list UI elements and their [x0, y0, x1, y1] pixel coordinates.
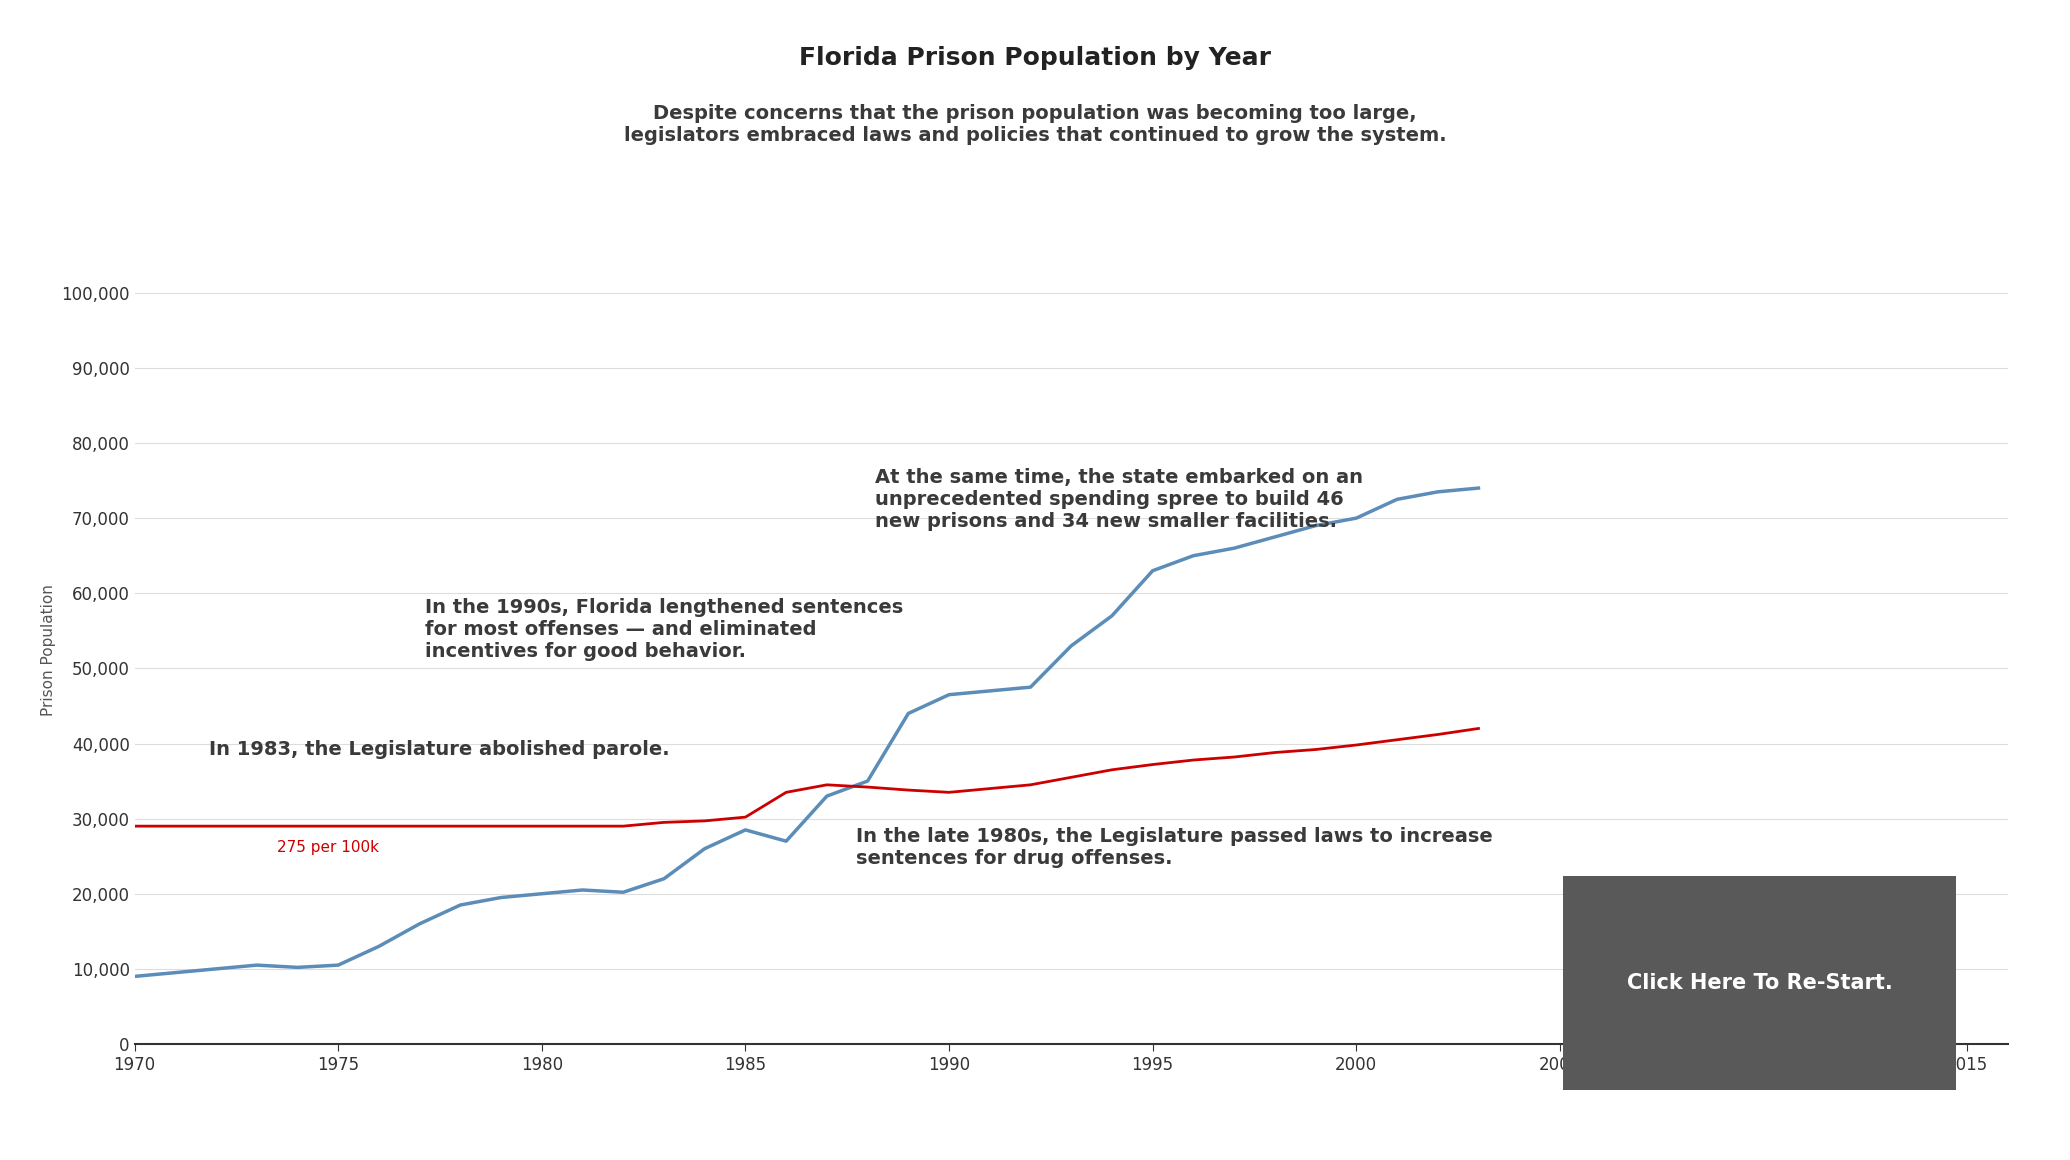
- Text: At the same time, the state embarked on an
unprecedented spending spree to build: At the same time, the state embarked on …: [874, 469, 1362, 531]
- Text: 275 per 100k: 275 per 100k: [277, 840, 379, 855]
- Text: In 1983, the Legislature abolished parole.: In 1983, the Legislature abolished parol…: [209, 740, 671, 760]
- Text: In the late 1980s, the Legislature passed laws to increase
sentences for drug of: In the late 1980s, the Legislature passe…: [855, 827, 1492, 868]
- Text: Click Here To Re-Start.: Click Here To Re-Start.: [1627, 973, 1892, 993]
- Text: Florida Prison Population by Year: Florida Prison Population by Year: [799, 46, 1271, 71]
- Text: Despite concerns that the prison population was becoming too large,
legislators : Despite concerns that the prison populat…: [623, 104, 1447, 145]
- Y-axis label: Prison Population: Prison Population: [41, 583, 56, 716]
- Text: In the 1990s, Florida lengthened sentences
for most offenses — and eliminated
in: In the 1990s, Florida lengthened sentenc…: [424, 599, 903, 661]
